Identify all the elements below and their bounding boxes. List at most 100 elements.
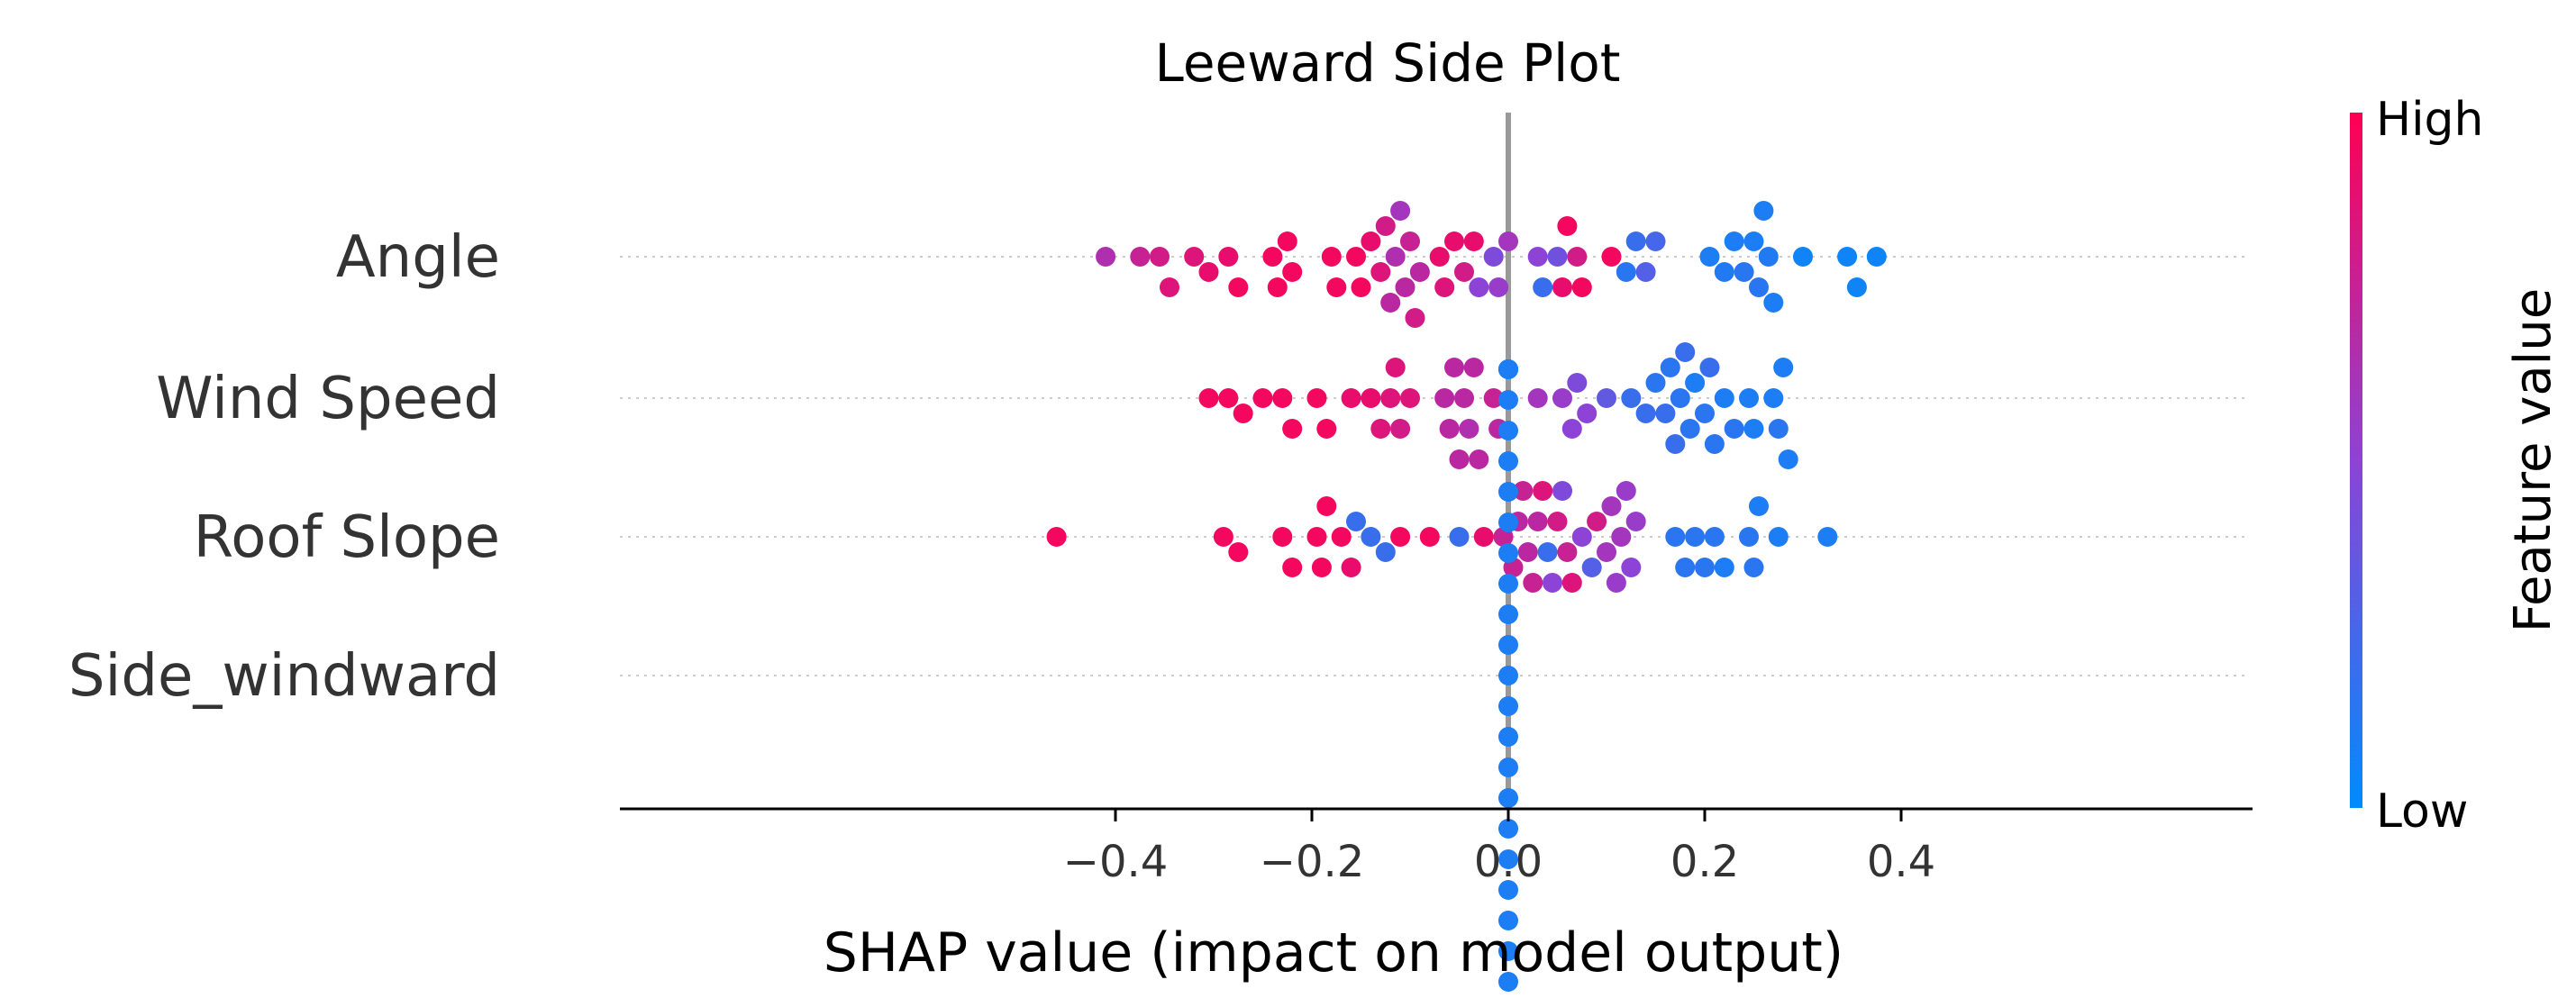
shap-point — [1361, 231, 1381, 251]
shap-point — [1370, 262, 1391, 282]
shap-point — [1498, 758, 1518, 777]
shap-point — [1316, 496, 1337, 516]
shap-point — [1660, 358, 1680, 377]
shap-point — [1282, 419, 1303, 439]
shap-point — [1498, 231, 1518, 251]
shap-point — [1272, 527, 1293, 547]
shap-point — [1704, 434, 1725, 454]
shap-point — [1498, 513, 1518, 532]
shap-point — [1390, 527, 1411, 547]
shap-point — [1434, 388, 1455, 408]
shap-point — [1552, 388, 1572, 408]
colorbar-high-label: High — [2376, 93, 2484, 147]
shap-point — [1567, 247, 1588, 267]
shap-point — [1272, 388, 1293, 408]
shap-point — [1527, 388, 1548, 408]
shap-point — [1724, 419, 1744, 439]
shap-point — [1597, 542, 1616, 562]
x-tick-label: −0.4 — [1063, 837, 1169, 887]
shap-point — [1695, 404, 1715, 423]
shap-point — [1635, 404, 1656, 423]
shap-point — [1645, 373, 1666, 393]
shap-point — [1198, 388, 1219, 408]
feature-labels: Angle Wind Speed Roof Slope Side_windward — [68, 224, 500, 710]
shap-point — [1547, 247, 1568, 267]
shap-point — [1793, 247, 1813, 267]
shap-point — [1763, 388, 1784, 408]
shap-point — [1635, 262, 1656, 282]
shap-point — [1341, 558, 1361, 577]
shap-point — [1375, 542, 1396, 562]
shap-point — [1581, 558, 1602, 577]
shap-point — [1743, 231, 1764, 251]
shap-point — [1611, 527, 1632, 547]
shap-point — [1316, 419, 1337, 439]
shap-point — [1817, 527, 1838, 547]
shap-point — [1606, 573, 1626, 593]
shap-point — [1739, 527, 1759, 547]
shap-point — [1685, 373, 1706, 393]
shap-point — [1773, 358, 1794, 377]
shap-point — [1262, 247, 1283, 267]
shap-point — [1498, 451, 1518, 471]
shap-point — [1375, 216, 1396, 236]
shap-point — [1351, 277, 1371, 297]
shap-point — [1483, 388, 1504, 408]
shap-point — [1498, 666, 1518, 685]
shap-point — [1395, 277, 1415, 297]
shap-point — [1498, 696, 1518, 716]
shap-point — [1498, 880, 1518, 900]
shap-point — [1533, 277, 1553, 297]
shap-point — [1400, 388, 1420, 408]
shap-point — [1704, 527, 1725, 547]
shap-point — [1341, 388, 1361, 408]
shap-point — [1597, 388, 1616, 408]
shap-point — [1400, 231, 1420, 251]
shap-point — [1390, 201, 1411, 221]
shap-point — [1517, 542, 1538, 562]
shap-point — [1498, 911, 1518, 930]
x-tick-label: −0.2 — [1260, 837, 1365, 887]
x-axis-label: SHAP value (impact on model output) — [824, 921, 1843, 984]
shap-point — [1218, 247, 1239, 267]
shap-point — [1361, 388, 1381, 408]
shap-point — [1380, 388, 1401, 408]
shap-point — [1282, 558, 1303, 577]
shap-point — [1743, 419, 1764, 439]
shap-point — [1409, 262, 1430, 282]
shap-point — [1645, 231, 1666, 251]
shap-point — [1621, 388, 1642, 408]
shap-point — [1714, 388, 1734, 408]
shap-point — [1498, 390, 1518, 410]
shap-point — [1601, 247, 1622, 267]
shap-point — [1218, 388, 1239, 408]
shap-point — [1625, 512, 1646, 531]
shap-point — [1390, 419, 1411, 439]
shap-point — [1866, 247, 1887, 267]
shap-point — [1768, 419, 1789, 439]
shap-point — [1454, 388, 1474, 408]
shap-point — [1625, 231, 1646, 251]
shap-point — [1277, 231, 1297, 251]
shap-point — [1463, 231, 1484, 251]
shap-point — [1533, 481, 1553, 501]
shap-point — [1498, 941, 1518, 961]
feature-row-guides — [620, 256, 2248, 676]
shap-point — [1734, 262, 1754, 282]
shap-point — [1498, 543, 1518, 563]
shap-point — [1724, 231, 1744, 251]
shap-point — [1763, 293, 1784, 313]
shap-point — [1675, 558, 1696, 577]
shap-point — [1498, 482, 1518, 502]
shap-point — [1498, 819, 1518, 839]
feature-label: Side_windward — [68, 643, 500, 710]
shap-point — [1846, 277, 1867, 297]
x-tick-label: 0.2 — [1670, 837, 1739, 887]
shap-point — [1552, 277, 1572, 297]
shap-point — [1252, 388, 1273, 408]
shap-point — [1616, 262, 1636, 282]
shap-point — [1537, 542, 1558, 562]
colorbar-low-label: Low — [2376, 785, 2468, 839]
shap-point — [1685, 527, 1706, 547]
shap-point — [1321, 247, 1342, 267]
